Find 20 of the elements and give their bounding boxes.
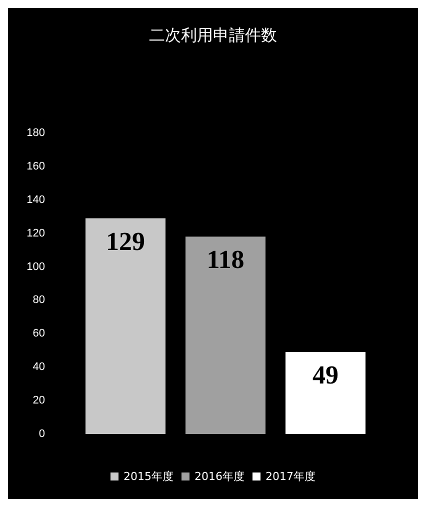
- legend-label: 2017年度: [265, 470, 316, 483]
- bar: [286, 352, 366, 434]
- y-tick-label: 80: [32, 294, 45, 306]
- y-tick-label: 100: [26, 260, 45, 273]
- y-tick-label: 40: [32, 361, 45, 374]
- legend-label: 2015年度: [124, 470, 174, 483]
- y-tick-label: 120: [26, 227, 45, 240]
- bar: [86, 218, 166, 434]
- bar: [186, 236, 266, 434]
- y-tick-label: 160: [26, 160, 45, 172]
- y-tick-label: 140: [26, 194, 45, 206]
- legend-label: 2016年度: [194, 470, 245, 483]
- y-tick-label: 60: [32, 328, 45, 340]
- data-label: 129: [106, 226, 145, 256]
- data-label: 49: [312, 360, 338, 390]
- data-label: 118: [206, 245, 244, 274]
- chart-title: 二次利用申請件数: [149, 26, 277, 44]
- y-tick-label: 180: [26, 127, 45, 139]
- y-tick-label: 20: [32, 394, 45, 407]
- y-tick-label: 0: [38, 428, 45, 440]
